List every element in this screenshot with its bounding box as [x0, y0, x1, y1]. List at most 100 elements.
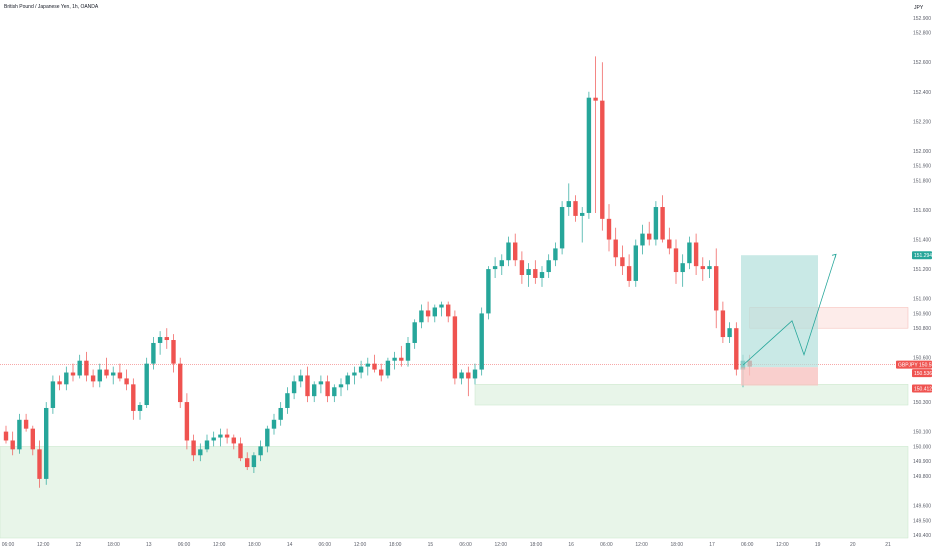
candle — [533, 260, 538, 284]
y-tick-label: 152.000 — [913, 149, 931, 155]
svg-text:GBPJPY 150.553: GBPJPY 150.553 — [898, 363, 932, 369]
candle — [345, 372, 350, 391]
candle — [164, 328, 169, 349]
candle — [546, 254, 551, 278]
candle — [700, 257, 705, 281]
candle — [70, 363, 76, 382]
x-tick-label: 06:00 — [459, 542, 472, 548]
candle — [352, 366, 357, 385]
candle — [77, 354, 82, 379]
candle — [37, 440, 42, 488]
candle — [191, 434, 196, 462]
candle — [385, 357, 391, 379]
candle — [647, 221, 652, 246]
candle — [44, 402, 49, 485]
y-tick-label: 149.900 — [913, 459, 931, 465]
candle — [559, 201, 565, 255]
candle — [707, 260, 712, 278]
x-tick-label: 18:00 — [107, 542, 120, 548]
x-tick-label: 14 — [287, 542, 293, 548]
x-tick-label: 18:00 — [389, 542, 402, 548]
x-tick-label: 12 — [76, 542, 82, 548]
x-tick-label: 18:00 — [248, 542, 261, 548]
candle — [325, 375, 330, 403]
candle — [285, 387, 290, 414]
x-tick-label: 18:00 — [530, 542, 543, 548]
candle — [566, 183, 571, 216]
candle — [57, 375, 62, 391]
x-tick-label: 19 — [815, 542, 821, 548]
candle — [17, 413, 22, 454]
candle — [265, 425, 270, 453]
candles-layer — [3, 56, 752, 488]
svg-text:150.536: 150.536 — [914, 371, 932, 377]
candle — [526, 263, 531, 287]
x-tick-label: 12:00 — [495, 542, 508, 548]
x-tick-label: 15 — [428, 542, 434, 548]
support-zone[interactable] — [474, 384, 909, 406]
y-tick-label: 149.600 — [913, 503, 931, 509]
candle — [446, 301, 451, 323]
candle — [553, 242, 558, 267]
candle — [218, 428, 223, 447]
candle — [486, 266, 491, 320]
candle — [251, 452, 257, 473]
candle — [318, 375, 324, 394]
currency-label: JPY — [914, 5, 924, 11]
candle — [466, 366, 471, 397]
candle — [506, 236, 511, 267]
candle — [412, 319, 417, 349]
price-badge: GBPJPY 150.553 — [896, 360, 932, 369]
price-badge: 150.412 — [912, 384, 932, 393]
price-badges: 151.294 GBPJPY 150.553 150.536 150.412 — [896, 251, 932, 393]
x-tick-label: 17 — [709, 542, 715, 548]
candle — [600, 62, 605, 231]
y-tick-label: 151.000 — [913, 297, 931, 303]
candle — [3, 425, 9, 444]
candle — [64, 366, 69, 391]
y-tick-label: 152.800 — [913, 31, 931, 37]
x-tick-label: 06:00 — [178, 542, 191, 548]
candle — [392, 351, 397, 370]
y-tick-label: 151.600 — [913, 208, 931, 214]
candle — [472, 363, 478, 385]
candle — [492, 257, 498, 278]
candle — [419, 304, 424, 329]
y-tick-label: 151.800 — [913, 178, 931, 184]
candle — [137, 402, 143, 420]
support-zone[interactable] — [0, 446, 909, 539]
symbol-title: British Pound / Japanese Yen, 1h, OANDA — [4, 4, 99, 10]
x-tick-label: 12:00 — [776, 542, 789, 548]
y-tick-label: 151.900 — [913, 164, 931, 170]
candle — [291, 375, 297, 400]
y-tick-label: 152.200 — [913, 119, 931, 125]
candle — [97, 363, 102, 388]
y-tick-label: 152.900 — [913, 16, 931, 22]
candle — [734, 322, 739, 376]
position-target-zone[interactable] — [741, 255, 818, 368]
price-badge: 151.294 — [912, 251, 932, 260]
position-stop-zone[interactable] — [741, 367, 818, 386]
y-tick-label: 151.200 — [913, 267, 931, 273]
svg-text:151.294: 151.294 — [914, 253, 932, 259]
candle — [358, 360, 364, 379]
candle — [224, 428, 230, 444]
projection-path[interactable] — [742, 254, 837, 366]
candle — [660, 195, 665, 243]
candle — [271, 413, 277, 435]
candle — [50, 375, 56, 414]
candle — [365, 357, 370, 376]
x-tick-label: 12:00 — [635, 542, 648, 548]
candle — [432, 304, 437, 323]
y-tick-label: 149.800 — [913, 474, 931, 480]
projection-arrowhead — [831, 253, 837, 259]
candle — [452, 310, 458, 385]
candle — [211, 431, 216, 447]
svg-text:150.412: 150.412 — [914, 386, 932, 392]
candle — [606, 204, 612, 252]
candle — [178, 357, 183, 408]
candle — [399, 345, 404, 367]
x-tick-label: 06:00 — [2, 542, 15, 548]
candle — [586, 91, 592, 219]
